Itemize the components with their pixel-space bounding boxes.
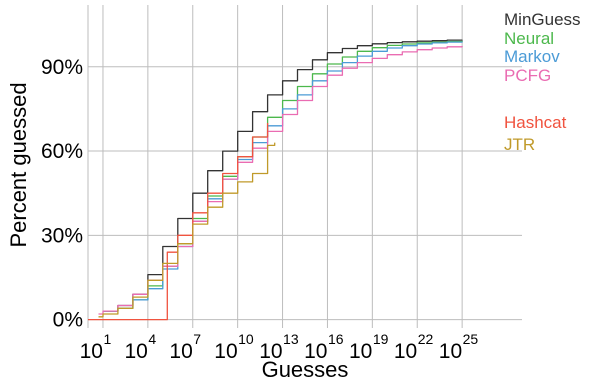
- y-tick-labels: 0% 30% 60% 90%: [41, 56, 83, 332]
- x-tick-exponent: 4: [148, 331, 156, 347]
- y-tick-label: 90%: [41, 56, 83, 79]
- y-tick-label: 60%: [41, 140, 83, 163]
- x-tick-base: 10: [259, 340, 282, 363]
- x-tick-exponent: 10: [238, 331, 254, 347]
- legend-item-jtr: JTR: [504, 135, 535, 154]
- y-tick-label: 30%: [41, 224, 83, 247]
- series-group: [88, 39, 463, 321]
- y-tick-label: 0%: [53, 309, 83, 332]
- series-line-minguess: [103, 39, 463, 312]
- x-tick-base: 10: [394, 340, 417, 363]
- legend-item-pcfg: PCFG: [504, 66, 551, 85]
- series-line-pcfg: [98, 46, 463, 315]
- x-tick-exponent: 13: [283, 331, 299, 347]
- y-axis-title: Percent guessed: [6, 82, 31, 247]
- x-tick-label: 101: [80, 331, 112, 363]
- grid: [87, 5, 522, 328]
- x-tick-base: 10: [80, 340, 103, 363]
- x-tick-exponent: 25: [463, 331, 479, 347]
- x-tick-label: 107: [169, 331, 201, 363]
- legend-item-neural: Neural: [504, 29, 554, 48]
- legend-item-hashcat: Hashcat: [504, 113, 567, 132]
- x-axis-title: Guesses: [262, 357, 349, 382]
- legend-item-minguess: MinGuess: [504, 10, 581, 29]
- x-tick-exponent: 22: [418, 331, 434, 347]
- x-tick-label: 104: [125, 331, 157, 363]
- x-tick-base: 10: [304, 340, 327, 363]
- x-tick-exponent: 1: [103, 331, 111, 347]
- x-tick-exponent: 7: [193, 331, 201, 347]
- series-line-jtr: [98, 142, 276, 318]
- x-tick-exponent: 19: [373, 331, 389, 347]
- x-tick-base: 10: [125, 340, 148, 363]
- x-tick-base: 10: [349, 340, 372, 363]
- x-tick-base: 10: [439, 340, 462, 363]
- legend-item-markov: Markov: [504, 47, 560, 66]
- x-tick-base: 10: [169, 340, 192, 363]
- x-tick-exponent: 16: [328, 331, 344, 347]
- x-tick-base: 10: [214, 340, 237, 363]
- series-line-hashcat: [88, 123, 269, 321]
